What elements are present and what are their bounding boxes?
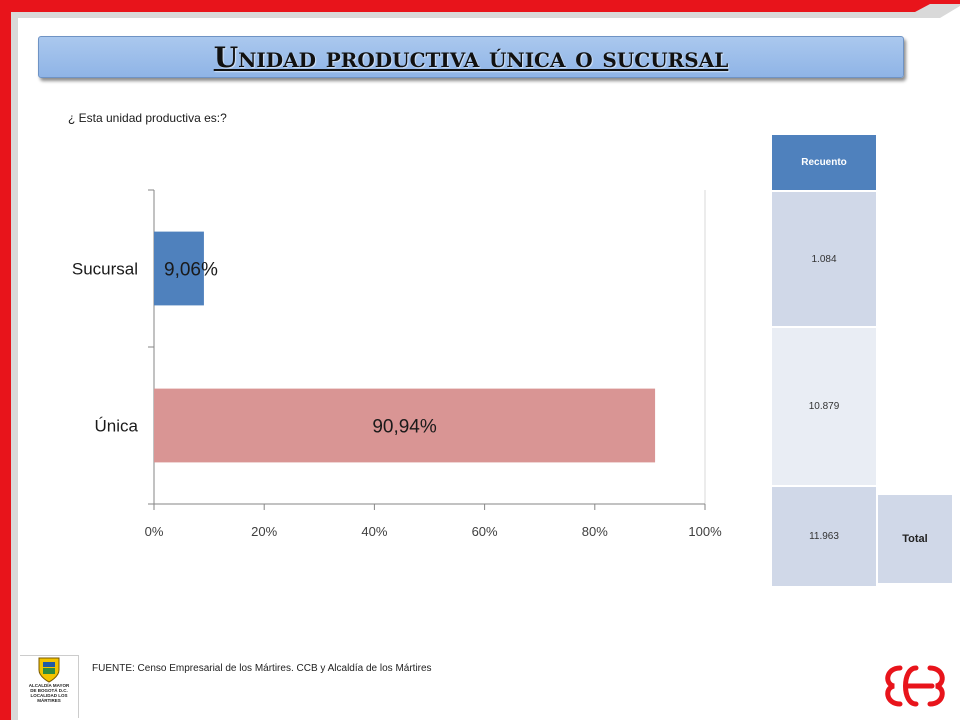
table-header-recuento: Recuento [772, 135, 876, 190]
table-cell-total-count: 11.963 [772, 487, 876, 586]
bogota-seal-icon [38, 657, 60, 683]
x-tick-label: 40% [361, 524, 387, 539]
ccb-logo-icon [885, 665, 945, 707]
x-tick-label: 0% [145, 524, 164, 539]
bar-data-label: 90,94% [372, 417, 437, 438]
title-banner: Unidad productiva única o sucursal [38, 36, 904, 78]
y-category-label: Sucursal [72, 260, 138, 279]
bar-chart: 0% 20% 40% 60% 80% 100% Sucursal 9,06% Única 90,9… [72, 189, 722, 539]
frame-top-border [0, 0, 960, 18]
x-tick-label: 60% [472, 524, 498, 539]
x-tick-label: 80% [582, 524, 608, 539]
bar-sucursal [154, 231, 204, 306]
table-cell-unica-count: 10.879 [772, 328, 876, 485]
page-title: Unidad productiva única o sucursal [213, 40, 729, 74]
bar-unica [154, 388, 656, 463]
table-cell-sucursal-count: 1.084 [772, 192, 876, 326]
logo-text-line3: LOCALIDAD LOS MÁRTIRES [30, 692, 68, 703]
table-total-label: Total [878, 495, 952, 583]
logo-text-line2: DE BOGOTÁ D.C. [30, 687, 68, 693]
source-note: FUENTE: Censo Empresarial de los Mártire… [92, 663, 432, 674]
question-text: ¿ Esta unidad productiva es:? [68, 111, 227, 125]
bogota-logo: ALCALDÍA MAYOR DE BOGOTÁ D.C. LOCALIDAD … [20, 655, 79, 718]
bar-data-label: 9,06% [164, 260, 218, 281]
frame-left-border [0, 0, 18, 720]
logo-text-line1: ALCALDÍA MAYOR [28, 683, 70, 688]
x-tick-label: 20% [251, 524, 277, 539]
y-category-label: Única [95, 417, 139, 436]
x-tick-label: 100% [688, 524, 722, 539]
